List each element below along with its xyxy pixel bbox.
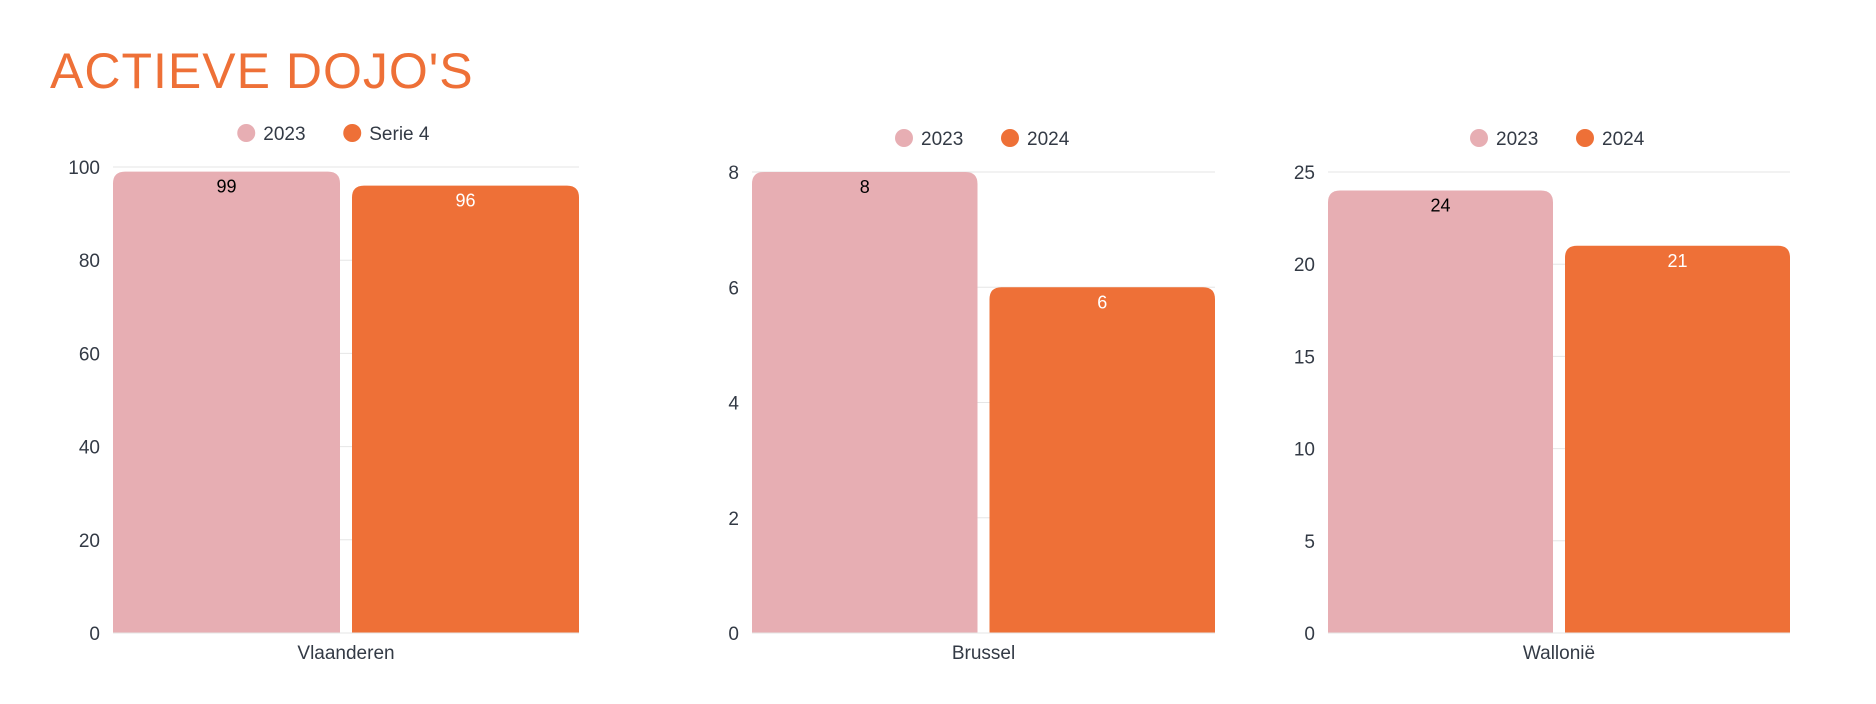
data-label: 6 [1097,292,1107,312]
x-category-label: Wallonië [1523,643,1595,664]
y-tick-label: 25 [1294,163,1315,184]
data-label: 96 [455,191,475,211]
bar-2023 [752,172,978,633]
legend-marker [1470,129,1488,147]
legend-marker [895,129,913,147]
y-tick-label: 6 [728,278,739,299]
y-tick-label: 40 [79,438,100,459]
data-label: 24 [1430,195,1450,215]
y-tick-label: 80 [79,251,100,272]
legend: 2023 2024 [1470,129,1645,150]
data-label: 8 [860,177,870,197]
y-tick-label: 2 [728,509,739,530]
y-tick-label: 20 [79,531,100,552]
bar-2024 [1565,245,1790,633]
y-tick-label: 0 [1304,624,1315,645]
legend-label: 2024 [1027,129,1070,150]
bar-serie-4 [352,185,579,633]
y-tick-label: 20 [1294,255,1315,276]
legend-marker [1576,129,1594,147]
chart-3: 0 5 10 15 20 25 24 21 Wallonië 2023 2024 [1294,129,1790,664]
y-tick-label: 0 [728,624,739,645]
x-category-label: Vlaanderen [297,643,394,664]
chart-1: 0 20 40 60 80 100 99 96 Vlaanderen 2023 Serie 4 [68,124,579,664]
legend-label: 2024 [1602,129,1645,150]
y-tick-label: 60 [79,344,100,365]
y-tick-label: 0 [89,624,100,645]
legend-label: 2023 [263,124,305,145]
data-label: 21 [1667,251,1687,271]
legend-marker [237,124,256,142]
y-tick-label: 100 [68,158,100,179]
legend: 2023 2024 [895,129,1070,150]
chart-2: 0 2 4 6 8 8 6 Brussel 2023 2024 [728,129,1215,664]
y-tick-label: 10 [1294,440,1315,461]
legend-marker [1001,129,1019,147]
y-tick-label: 4 [728,394,739,415]
bar-2023 [113,171,340,633]
legend-label: Serie 4 [369,124,430,145]
y-tick-label: 5 [1304,532,1315,553]
data-label: 99 [216,177,236,197]
y-tick-label: 15 [1294,347,1315,368]
legend-label: 2023 [1496,129,1538,150]
y-tick-label: 8 [728,163,739,184]
legend-label: 2023 [921,129,963,150]
bar-2024 [989,287,1215,633]
x-category-label: Brussel [952,643,1015,664]
legend: 2023 Serie 4 [237,124,430,145]
page-title: ACTIEVE DOJO'S [50,43,474,99]
legend-marker [343,124,362,142]
bar-2023 [1328,190,1553,633]
